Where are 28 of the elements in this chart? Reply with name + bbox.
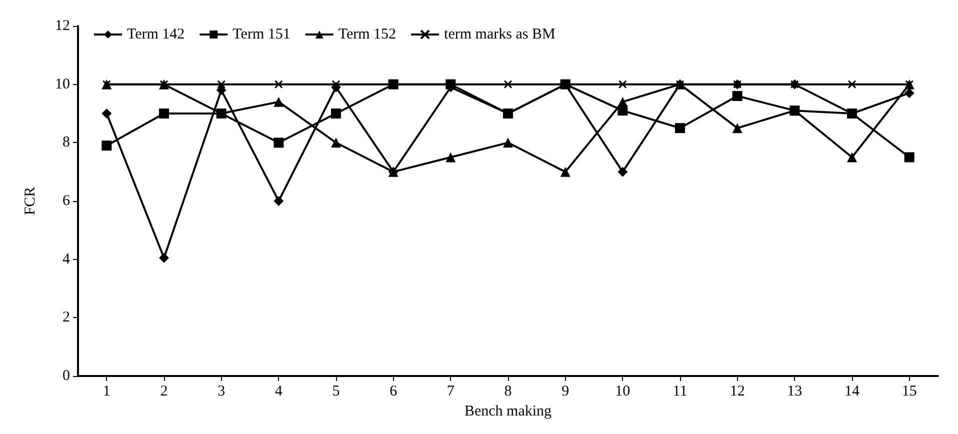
x-tick-label: 11 — [672, 384, 688, 400]
x-tick-label: 8 — [504, 384, 512, 400]
x-tick-label: 1 — [102, 384, 110, 400]
x-tick-label: 6 — [390, 384, 398, 400]
x-tick-label: 12 — [730, 384, 745, 400]
x-tick-label: 10 — [615, 384, 630, 400]
y-tick-label: 6 — [62, 193, 70, 209]
y-axis-title: FCR — [22, 186, 38, 216]
y-tick-label: 4 — [62, 251, 70, 268]
x-tick-label: 14 — [844, 384, 860, 400]
x-tick-label: 5 — [332, 384, 340, 400]
x-tick-label: 7 — [446, 384, 455, 400]
x-tick-label: 15 — [902, 384, 917, 400]
y-tick-label: 2 — [62, 310, 70, 326]
legend-label: Term 151 — [232, 26, 290, 42]
y-tick-label: 8 — [62, 134, 70, 151]
x-tick-label: 13 — [787, 384, 802, 400]
x-axis-title: Bench making — [464, 403, 552, 420]
legend-label: Term 152 — [338, 26, 396, 42]
x-tick-label: 9 — [562, 384, 570, 400]
y-tick-label: 10 — [55, 76, 70, 92]
x-tick-label: 4 — [274, 384, 283, 400]
legend-label: Term 142 — [127, 26, 185, 42]
y-tick-label: 0 — [62, 368, 70, 384]
legend-label: term marks as BM — [444, 26, 556, 42]
x-tick-label: 3 — [218, 384, 226, 400]
x-tick-label: 2 — [160, 384, 168, 400]
y-tick-label: 12 — [55, 18, 70, 34]
